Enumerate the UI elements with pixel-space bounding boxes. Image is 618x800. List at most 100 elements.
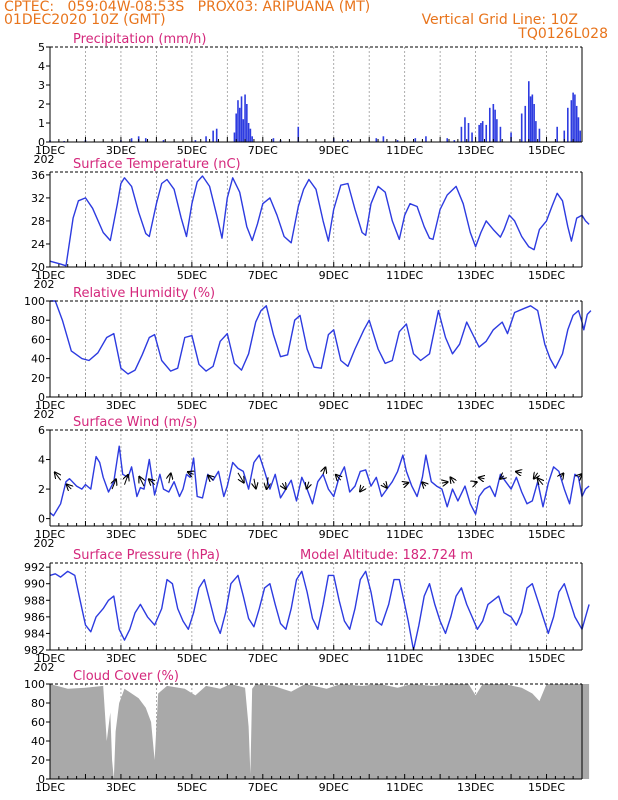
y-tick-label: 36: [31, 169, 45, 182]
x-tick-label: 7DEC: [248, 781, 278, 794]
precip-bar: [396, 140, 399, 142]
precip-bar: [244, 94, 246, 142]
wind-arrow: [360, 486, 364, 492]
x-tick-label: 7DEC: [248, 269, 278, 282]
x-tick-label: 1DEC: [35, 652, 65, 665]
precip-bar: [575, 105, 578, 142]
x-tick-label: 9DEC: [319, 144, 349, 157]
x-tick-label: 1DEC: [35, 269, 65, 282]
cloud-cover-area: [50, 684, 590, 779]
y-tick-label: 992: [24, 561, 45, 574]
series-line: [49, 570, 590, 651]
wind-arrow: [208, 475, 213, 480]
precip-bar: [535, 121, 537, 142]
precip-bar: [246, 104, 248, 142]
precip-bar: [520, 113, 523, 142]
y-tick-label: 988: [24, 594, 45, 607]
wind-arrow: [323, 467, 325, 475]
wind-arrow: [254, 478, 256, 489]
x-tick-label: 1DEC: [35, 399, 65, 412]
precip-bar: [579, 130, 582, 142]
panel-2: 0 20 40 60 80 100 1DEC202 3DEC 5DEC 7DEC 9DEC 11DEC…: [24, 286, 592, 421]
precip-bar: [533, 104, 535, 142]
y-tick-label: 28: [31, 215, 45, 228]
wind-arrow: [383, 483, 387, 488]
wind-arrow: [55, 472, 61, 481]
precip-bar: [492, 104, 495, 142]
x-tick-label: 13DEC: [457, 652, 494, 665]
x-tick-label: 7DEC: [248, 144, 278, 157]
precip-bar: [194, 140, 197, 142]
x-tick-label: 15DEC: [528, 269, 565, 282]
x-tick-label: 1DEC: [35, 528, 65, 541]
precip-bar: [480, 123, 482, 142]
x-tick-label: 9DEC: [319, 269, 349, 282]
x-tick-label: 5DEC: [177, 144, 207, 157]
precip-bar: [529, 96, 532, 142]
precip-bar: [130, 138, 133, 142]
y-tick-label: 0: [38, 773, 45, 786]
precip-bar: [251, 136, 253, 142]
x-tick-label: 5DEC: [177, 652, 207, 665]
x-tick-label: 11DEC: [386, 269, 423, 282]
y-tick-label: 4: [38, 454, 45, 467]
header-model-id: TQ0126L028: [518, 26, 608, 42]
precip-bar: [464, 117, 466, 142]
precip-bar: [242, 119, 245, 142]
panel-title: Relative Humidity (%): [73, 286, 215, 301]
precip-bar: [471, 132, 473, 142]
y-tick-label: 20: [31, 754, 45, 767]
x-tick-label: 5DEC: [177, 781, 207, 794]
y-tick-label: 1: [38, 117, 45, 130]
x-tick-label: 13DEC: [457, 528, 494, 541]
series-line: [49, 175, 590, 267]
x-tick-label: 3DEC: [106, 781, 136, 794]
x-tick-label: 5DEC: [177, 528, 207, 541]
panel-4: 982 984 986 988 990 992 1DEC202 3DEC 5DEC 7DEC 9DE…: [24, 548, 590, 674]
wind-arrow: [516, 472, 522, 473]
precip-bar: [467, 123, 470, 142]
series-line: [49, 445, 590, 517]
x-tick-label: 11DEC: [386, 144, 423, 157]
wind-arrow: [474, 482, 477, 483]
y-tick-label: 60: [31, 716, 45, 729]
precip-bar: [538, 128, 541, 142]
precip-bar: [205, 136, 207, 142]
x-tick-label: 1DEC: [35, 144, 65, 157]
y-tick-label: 0: [38, 513, 45, 526]
wind-arrow: [336, 475, 341, 481]
precip-bar: [272, 138, 275, 142]
x-tick-label: 13DEC: [457, 781, 494, 794]
x-tick-label: 15DEC: [528, 144, 565, 157]
precip-bar: [481, 121, 484, 142]
y-tick-label: 986: [24, 611, 45, 624]
y-tick-label: 982: [24, 644, 45, 657]
x-tick-label: 3DEC: [106, 399, 136, 412]
wind-arrow: [578, 474, 581, 477]
y-tick-label: 4: [38, 60, 45, 73]
y-tick-label: 24: [31, 238, 45, 251]
panel-title: Surface Temperature (nC): [73, 157, 241, 172]
panel-3: 0 2 4 6 1DEC202 3DEC 5DEC 7DEC 9DEC 11DEC 13DEC 15D…: [34, 415, 590, 550]
panel-title: Cloud Cover (%): [73, 669, 179, 684]
y-tick-label: 80: [31, 314, 45, 327]
x-tick-label: 9DEC: [319, 399, 349, 412]
x-tick-label: 3DEC: [106, 528, 136, 541]
y-tick-label: 0: [38, 136, 45, 149]
precip-bar: [499, 126, 502, 142]
wind-arrow: [403, 483, 409, 485]
precip-bar: [574, 94, 576, 142]
x-tick-label: 5DEC: [177, 269, 207, 282]
x-tick-label: 11DEC: [386, 781, 423, 794]
precip-bar: [238, 107, 241, 142]
x-tick-label: 15DEC: [528, 399, 565, 412]
x-tick-label: 7DEC: [248, 652, 278, 665]
wind-arrow: [450, 477, 454, 483]
wind-arrow: [422, 482, 426, 486]
x-year-label: 202: [34, 537, 55, 550]
x-tick-label: 7DEC: [248, 399, 278, 412]
precip-bar: [531, 94, 534, 142]
wind-arrow: [112, 479, 116, 490]
x-tick-label: 11DEC: [386, 399, 423, 412]
x-tick-label: 13DEC: [457, 144, 494, 157]
